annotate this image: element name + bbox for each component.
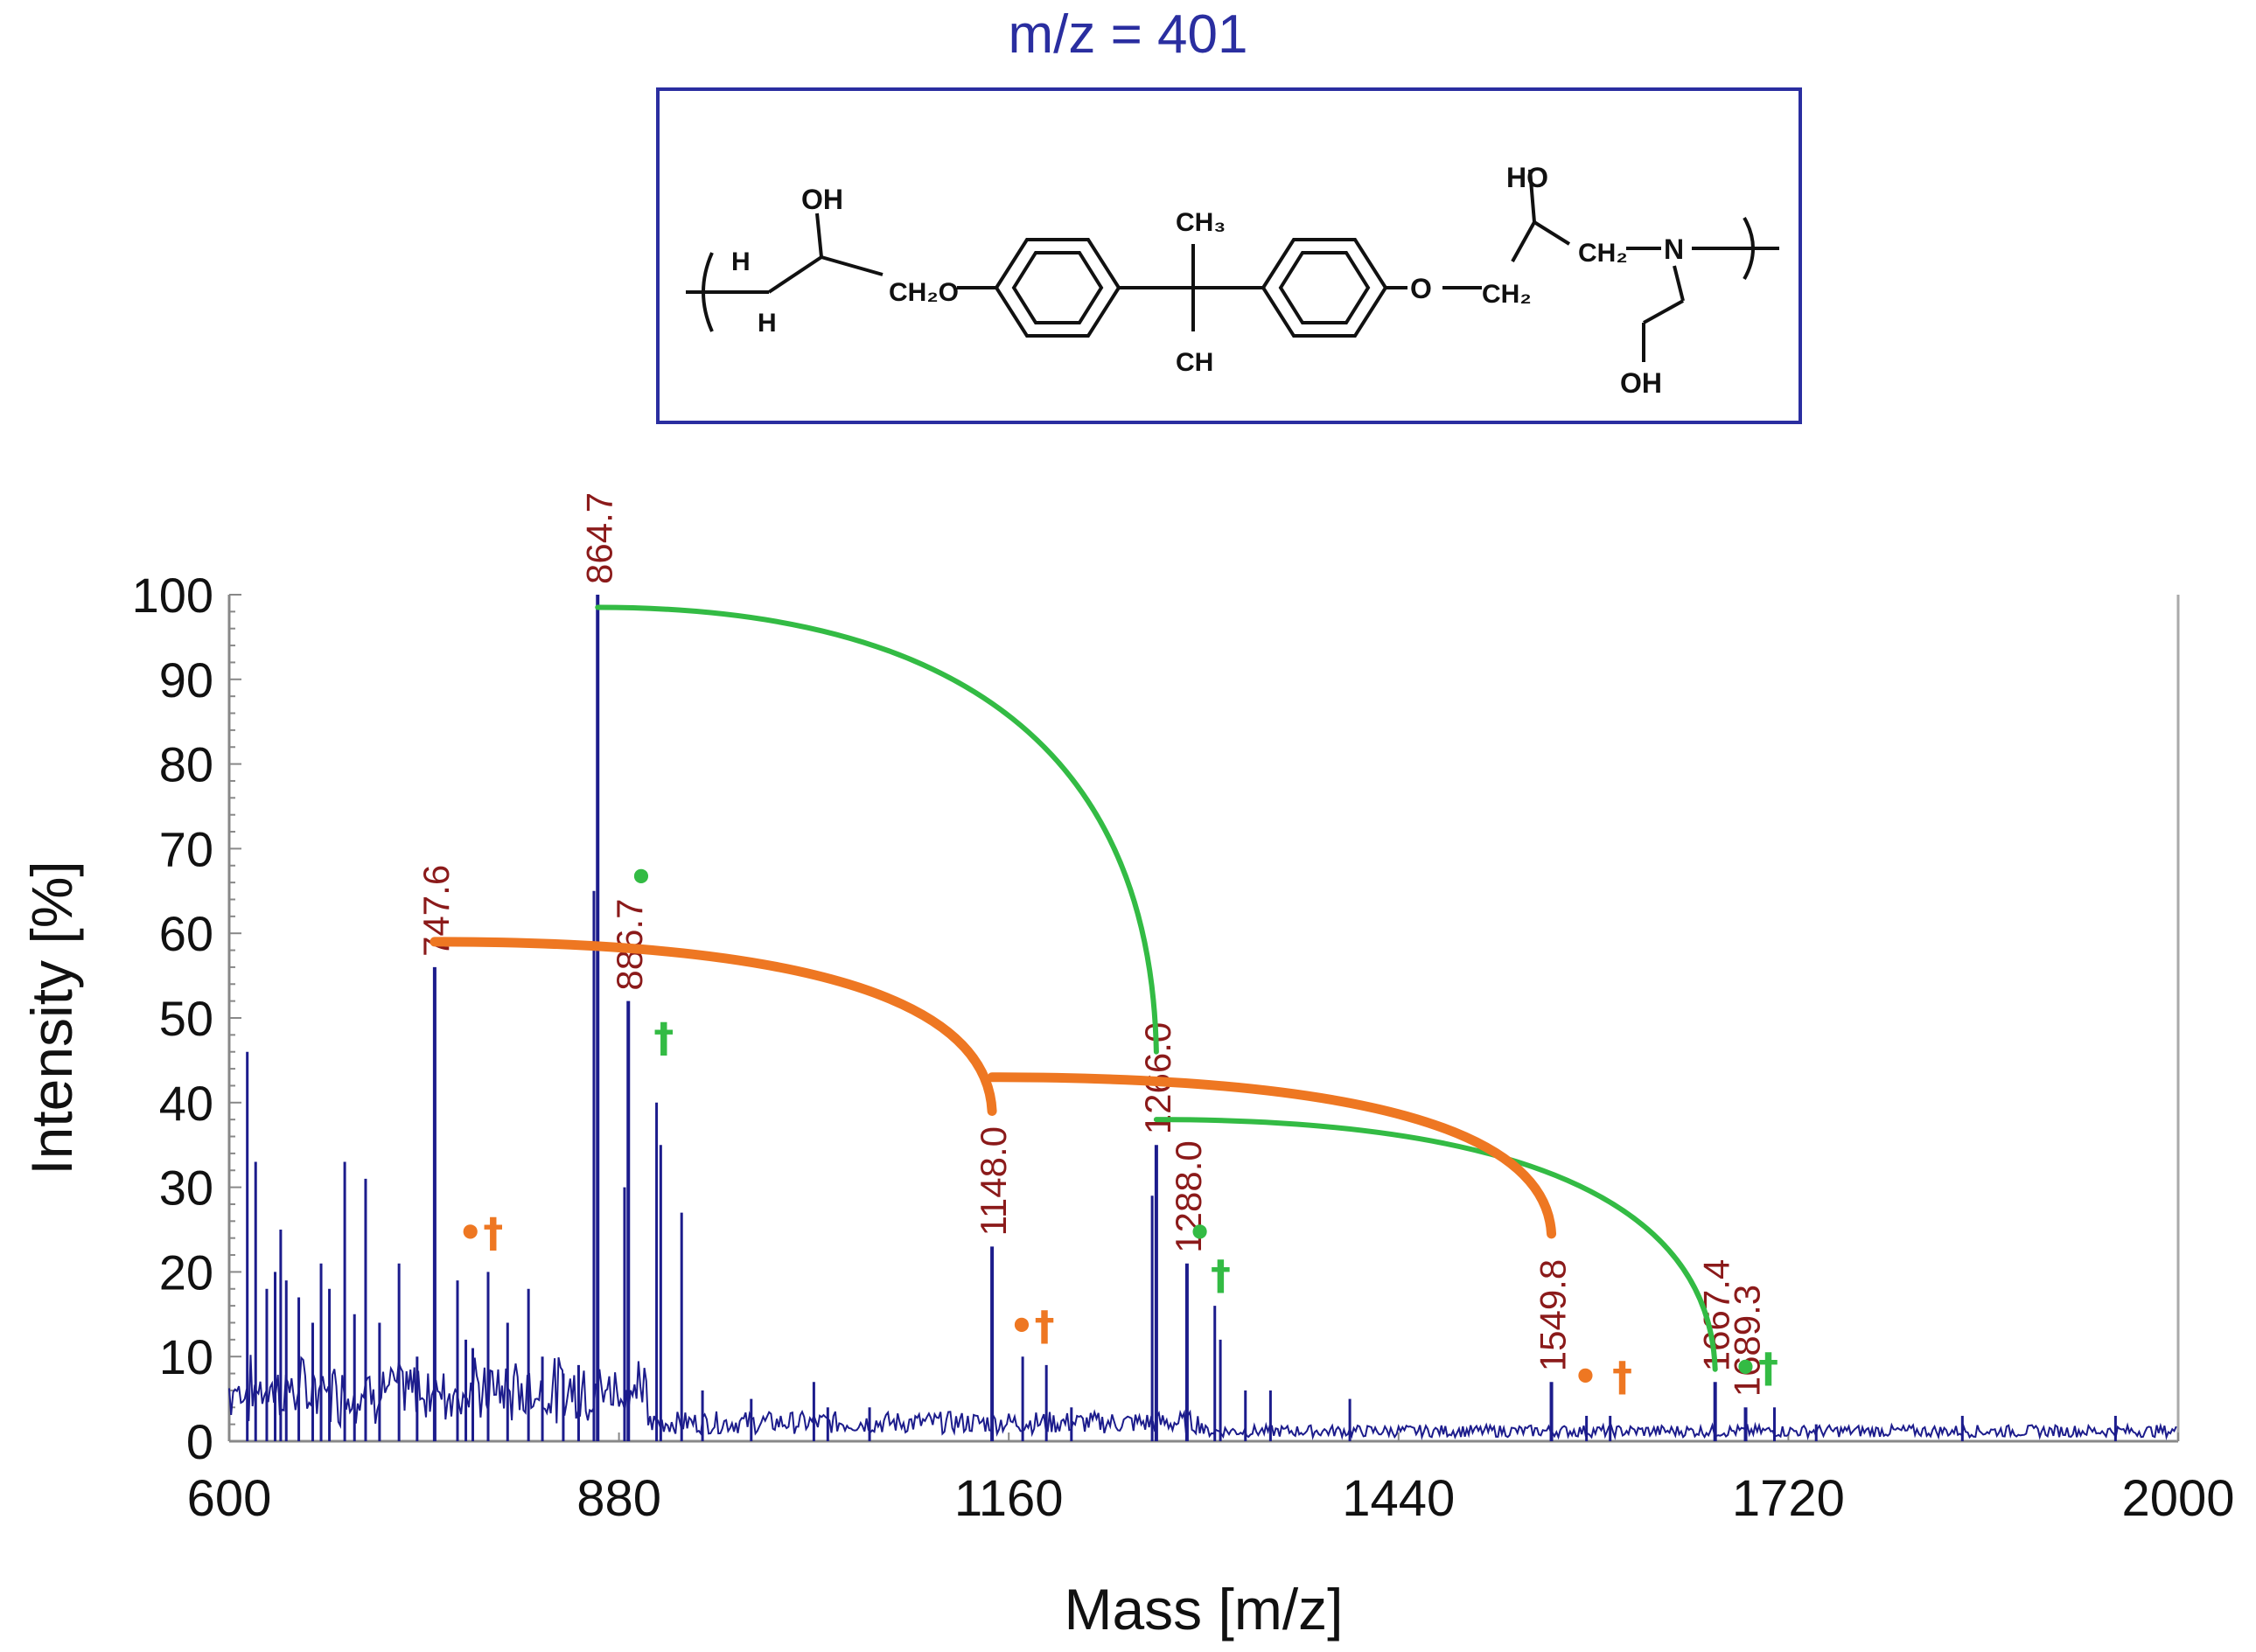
chem-label-ho: HO [1506,162,1548,193]
chem-label-ch3: CH₃ [1176,208,1226,237]
x-axis-title: Mass [m/z] [1064,1577,1343,1642]
x-tick-label: 1440 [1342,1470,1455,1527]
peak-label: 1549.8 [1533,1259,1574,1371]
y-axis-title: Intensity [%] [19,861,84,1175]
structure-title: m/z = 401 [1008,4,1248,65]
x-tick-label: 2000 [2121,1470,2234,1527]
series-marker: • [1187,1209,1212,1256]
series-marker: •† [1733,1344,1778,1391]
chem-label-oh-2: OH [1620,367,1662,399]
chem-label-oh-1: OH [801,184,843,215]
series-marker: • † [1573,1353,1632,1400]
chemical-structure: OH H H CH₂O O CH₃ CH O HO CH₂ CH₂ N OH [686,162,1779,399]
series-marker: •† [457,1209,503,1256]
y-tick-label: 40 [159,1076,213,1131]
series-marker: • [628,854,653,901]
chem-label-n: N [1664,234,1684,265]
y-tick-label: 10 [159,1329,213,1384]
mass-spectrum-chart: 0 10 20 30 40 50 60 70 80 90 100 600 880 1160 1440 1720… [19,492,2235,1642]
orange-arc-1 [430,937,997,1116]
chem-label-ch2o: CH₂O [889,278,959,307]
series-marker: † [653,1014,674,1062]
series-marker: •† [1009,1302,1054,1349]
chem-label-ch2-1: CH₂ [1482,280,1532,309]
orange-arc-2 [987,1072,1557,1239]
right-bracket [1743,217,1755,280]
y-tick-label: 0 [186,1414,213,1469]
x-tick-label: 880 [576,1470,661,1527]
y-tick-label: 100 [132,568,213,623]
chem-label-h-1: H [731,247,751,276]
x-tick-label: 1160 [954,1470,1064,1527]
y-tick-label: 20 [159,1244,213,1300]
peak-label: 1288.0 [1168,1140,1209,1252]
chem-label-ch2-2: CH₂ [1578,239,1628,268]
series-marker: † [1211,1251,1231,1299]
y-tick-label: 90 [159,652,213,708]
spectrum-baseline [228,1355,2177,1440]
y-tick-label: 30 [159,1161,213,1216]
x-tick-label: 600 [187,1470,272,1527]
chem-label-o-2: O [1410,273,1432,304]
green-arc-1 [595,604,1159,1055]
chem-label-h-2: H [758,309,777,338]
y-tick-label: 50 [159,991,213,1046]
peak-label: 1148.0 [973,1126,1014,1236]
y-tick-label: 80 [159,737,213,792]
peak-label: 864.7 [578,492,619,584]
structure-box: OH H H CH₂O O CH₃ CH O HO CH₂ CH₂ N OH [656,87,1802,424]
green-arc-2 [1153,1117,1718,1372]
y-tick-label: 60 [159,906,213,961]
y-tick-label: 70 [159,821,213,876]
chem-label-ch: CH [1176,348,1213,377]
peak-label: 1689.3 [1727,1285,1768,1397]
x-tick-label: 1720 [1732,1470,1845,1527]
